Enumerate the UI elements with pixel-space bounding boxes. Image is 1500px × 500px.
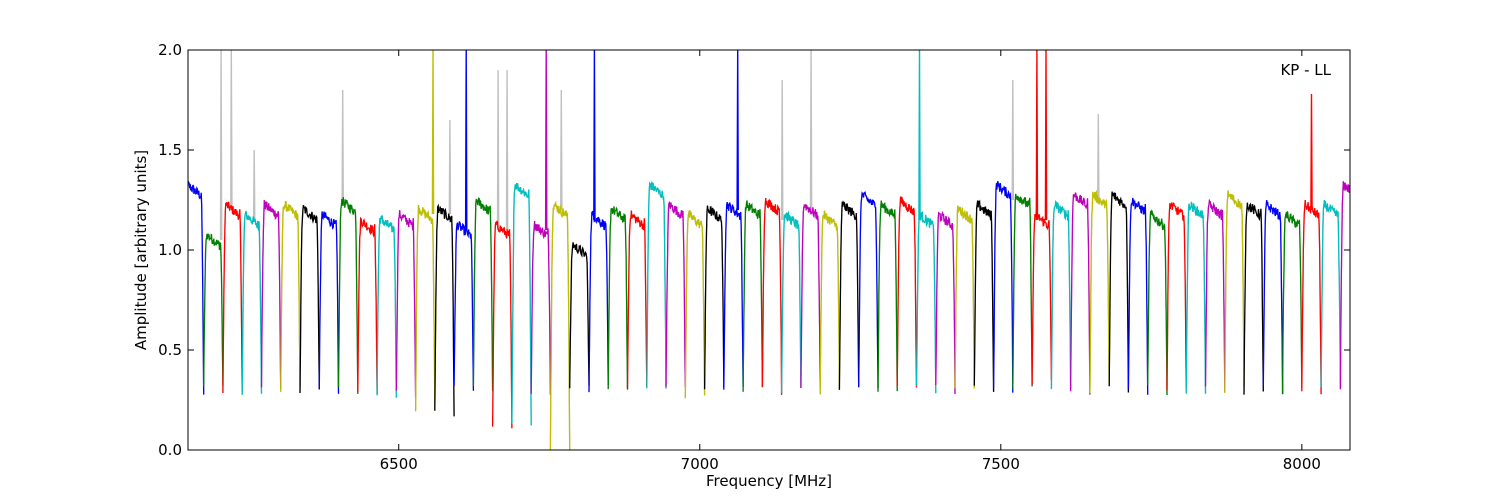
channel-series-line	[222, 201, 243, 394]
spike-mark	[505, 69, 509, 231]
x-tick-label: 6500	[380, 455, 418, 473]
channel-series-line	[1281, 211, 1303, 394]
channel-series-line	[357, 216, 378, 395]
channel-series-line	[838, 200, 860, 390]
channel-series-line	[1012, 193, 1033, 389]
channel-series-line	[646, 181, 667, 389]
channel-series-line	[491, 220, 513, 429]
x-axis: 6500 7000 7500 8000	[380, 50, 1321, 473]
channel-series-line	[376, 214, 397, 398]
channel-series-line	[1320, 199, 1342, 388]
spike-mark	[1011, 79, 1015, 201]
x-tick-label: 7500	[982, 455, 1020, 473]
channel-series-line	[299, 204, 320, 394]
channel-series-line	[1204, 198, 1226, 392]
channel-series-line	[973, 199, 995, 392]
channel-series-line	[453, 221, 475, 391]
channel-series-line	[992, 181, 1014, 393]
channel-series-line	[241, 210, 263, 395]
channel-series-line	[1224, 190, 1245, 394]
plot-area	[188, 50, 1350, 450]
channel-series-line	[723, 201, 744, 390]
channel-series-line	[414, 204, 436, 412]
spike-mark	[593, 50, 596, 221]
spike-mark	[1035, 50, 1039, 221]
channel-series-line	[318, 211, 340, 394]
channel-series-line	[472, 197, 494, 391]
channel-series-line	[626, 210, 648, 389]
channel-series-line	[684, 209, 706, 399]
channel-series-line	[549, 200, 571, 450]
channel-series-line	[665, 200, 686, 388]
y-tick-label: 0.0	[158, 441, 182, 459]
channel-series-line	[1166, 202, 1187, 391]
channel-series-line	[742, 200, 764, 392]
channel-series-line	[761, 197, 783, 395]
spike-mark	[918, 50, 921, 221]
spike-mark	[431, 50, 435, 215]
channel-series-line	[260, 200, 282, 390]
y-axis-label: Amplitude [arbitrary units]	[132, 150, 150, 350]
spike-mark	[544, 50, 548, 231]
spike-mark	[560, 89, 563, 211]
channel-series-line	[607, 206, 629, 390]
channel-series-line	[1108, 191, 1130, 393]
chart-annotation: KP - LL	[1280, 61, 1331, 79]
channel-series-line	[935, 210, 956, 394]
channel-series-line	[188, 180, 205, 395]
channel-series-line	[896, 196, 918, 388]
spike-mark	[448, 119, 452, 215]
channel-series-line	[203, 233, 224, 387]
channel-series-line	[877, 200, 898, 392]
y-tick-label: 2.0	[158, 41, 182, 59]
spike-mark	[230, 50, 233, 211]
channel-series-line	[1089, 189, 1110, 394]
channel-series-line	[569, 242, 590, 389]
channel-series-line	[1185, 201, 1207, 394]
channel-series-line	[1050, 199, 1072, 390]
channel-series-line	[1127, 197, 1149, 395]
spike-mark	[1044, 50, 1048, 221]
y-tick-label: 1.0	[158, 241, 182, 259]
channel-series-line	[395, 210, 417, 398]
spike-mark	[464, 50, 468, 231]
channel-series-line	[1147, 209, 1168, 396]
y-axis: 0.0 0.5 1.0 1.5 2.0	[158, 41, 1350, 459]
channel-series-line	[1262, 199, 1284, 395]
x-tick-label: 8000	[1283, 455, 1321, 473]
channel-series-line	[511, 182, 532, 426]
channel-series-line	[1339, 181, 1350, 390]
spike-mark	[1310, 93, 1313, 211]
channel-series-line	[780, 210, 802, 394]
channel-series-line	[588, 210, 609, 393]
channel-series-line	[337, 197, 359, 394]
channel-series-line	[280, 200, 301, 392]
channel-series-line	[819, 210, 841, 395]
channel-series-line	[1243, 202, 1264, 395]
spike-mark	[1097, 113, 1100, 201]
channel-series-line	[530, 220, 552, 395]
channel-series-line	[1031, 209, 1053, 385]
y-tick-label: 1.5	[158, 141, 182, 159]
channel-series-line	[954, 205, 975, 389]
spike-mark	[496, 69, 500, 231]
spike-mark	[780, 79, 784, 221]
channel-series-line	[1069, 192, 1091, 395]
spike-mark	[252, 149, 256, 221]
x-tick-label: 7000	[681, 455, 719, 473]
channel-series-line	[434, 203, 455, 417]
spike-mark	[736, 50, 739, 211]
spike-mark	[341, 89, 344, 207]
y-tick-label: 0.5	[158, 341, 182, 359]
spike-mark	[809, 50, 813, 211]
channel-spectrum-layer	[188, 50, 1350, 450]
x-axis-label: Frequency [MHz]	[706, 472, 832, 490]
channel-series-line	[800, 203, 821, 389]
channel-series-line	[703, 205, 725, 390]
channel-series-line	[858, 191, 879, 389]
spike-mark	[219, 50, 223, 241]
